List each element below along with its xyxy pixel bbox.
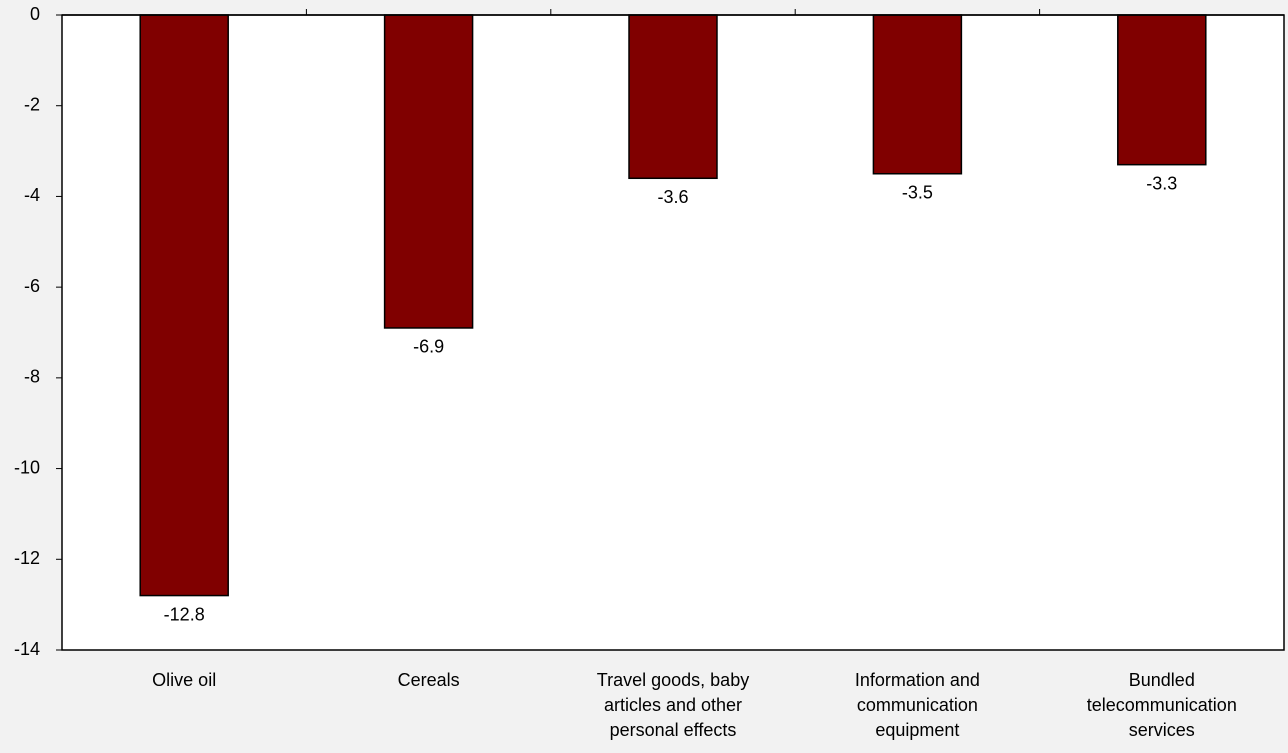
data-label: -3.6	[657, 187, 688, 207]
bar	[383, 14, 474, 329]
x-tick-label: Travel goods, baby articles and other pe…	[596, 670, 750, 740]
x-tick-label: Information and communication equipment	[854, 670, 980, 740]
bar	[872, 14, 963, 175]
data-label: -6.9	[413, 337, 444, 357]
bar	[1117, 14, 1207, 166]
x-tick-label: Olive oil	[152, 670, 217, 690]
x-tick-label: Cereals	[397, 670, 460, 690]
y-tick-label: -12	[14, 548, 40, 568]
y-tick-label: -2	[24, 94, 40, 114]
data-label: -3.5	[902, 183, 933, 203]
y-tick-label: -8	[24, 367, 40, 387]
y-tick-label: 0	[30, 4, 40, 24]
x-tick-label: Bundled telecommunication services	[1086, 670, 1237, 740]
y-tick-label: -4	[24, 185, 40, 205]
data-label: -12.8	[164, 604, 205, 624]
data-label: -3.3	[1146, 173, 1177, 193]
y-tick-label: -10	[14, 457, 40, 477]
bar	[628, 14, 718, 180]
bar	[139, 14, 229, 597]
y-tick-label: -6	[24, 276, 40, 296]
y-tick-label: -14	[14, 639, 40, 659]
